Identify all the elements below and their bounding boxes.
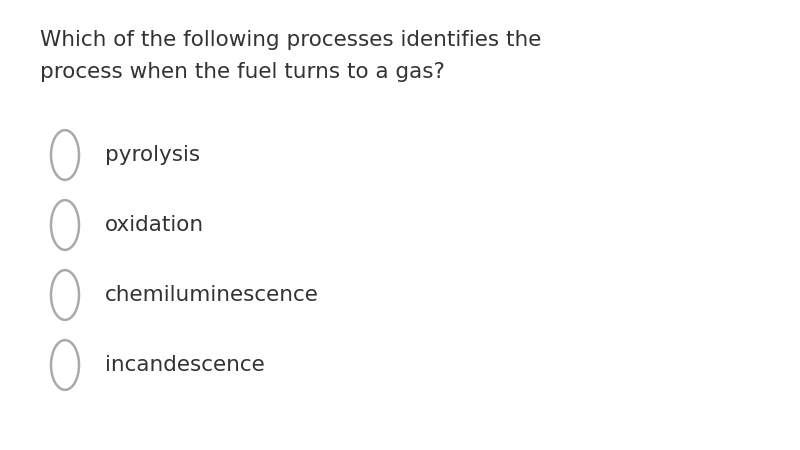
Text: pyrolysis: pyrolysis: [105, 145, 200, 165]
Text: oxidation: oxidation: [105, 215, 204, 235]
Text: chemiluminescence: chemiluminescence: [105, 285, 319, 305]
Text: incandescence: incandescence: [105, 355, 265, 375]
Text: process when the fuel turns to a gas?: process when the fuel turns to a gas?: [40, 62, 445, 82]
Text: Which of the following processes identifies the: Which of the following processes identif…: [40, 30, 542, 50]
